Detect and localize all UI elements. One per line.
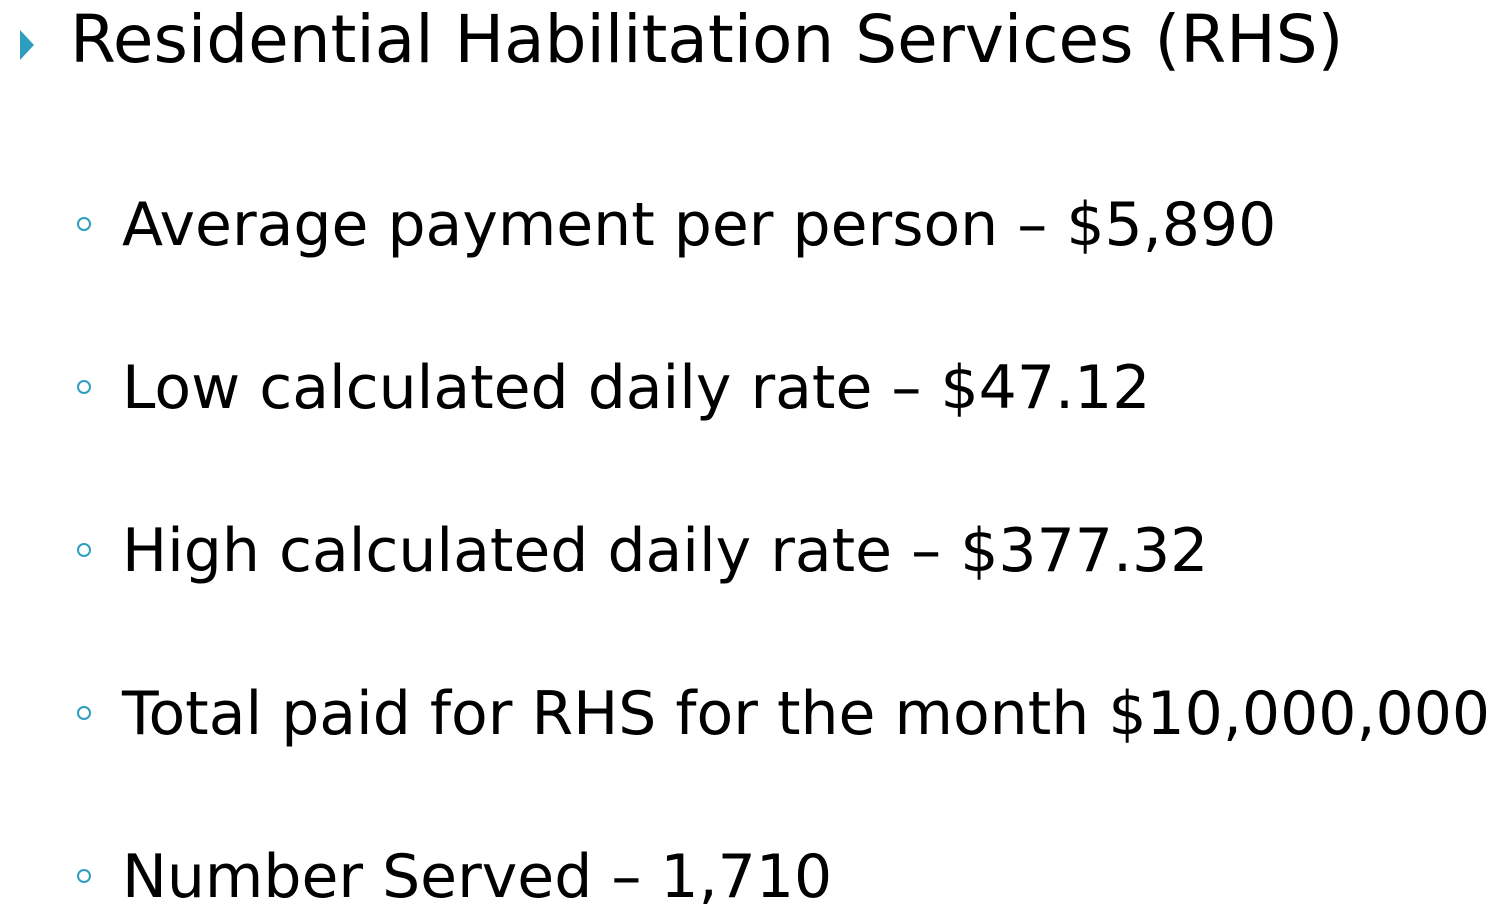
title: Residential Habilitation Services (RHS) [70, 1, 1344, 78]
bullet-dot [77, 380, 91, 394]
bullet-dot [77, 543, 91, 557]
bullet-text: Low calculated daily rate – $47.12 [122, 353, 1151, 423]
bullet-dot [77, 869, 91, 883]
title-bullet [20, 30, 34, 60]
bullet-text: Number Served – 1,710 [122, 842, 833, 912]
bullet-text: Total paid for RHS for the month $10,000… [122, 679, 1491, 749]
bullet-text: High calculated daily rate – $377.32 [122, 516, 1209, 586]
bullet-dot [77, 706, 91, 720]
bullet-dot [77, 217, 91, 231]
bullet-text: Average payment per person – $5,890 [122, 190, 1277, 260]
